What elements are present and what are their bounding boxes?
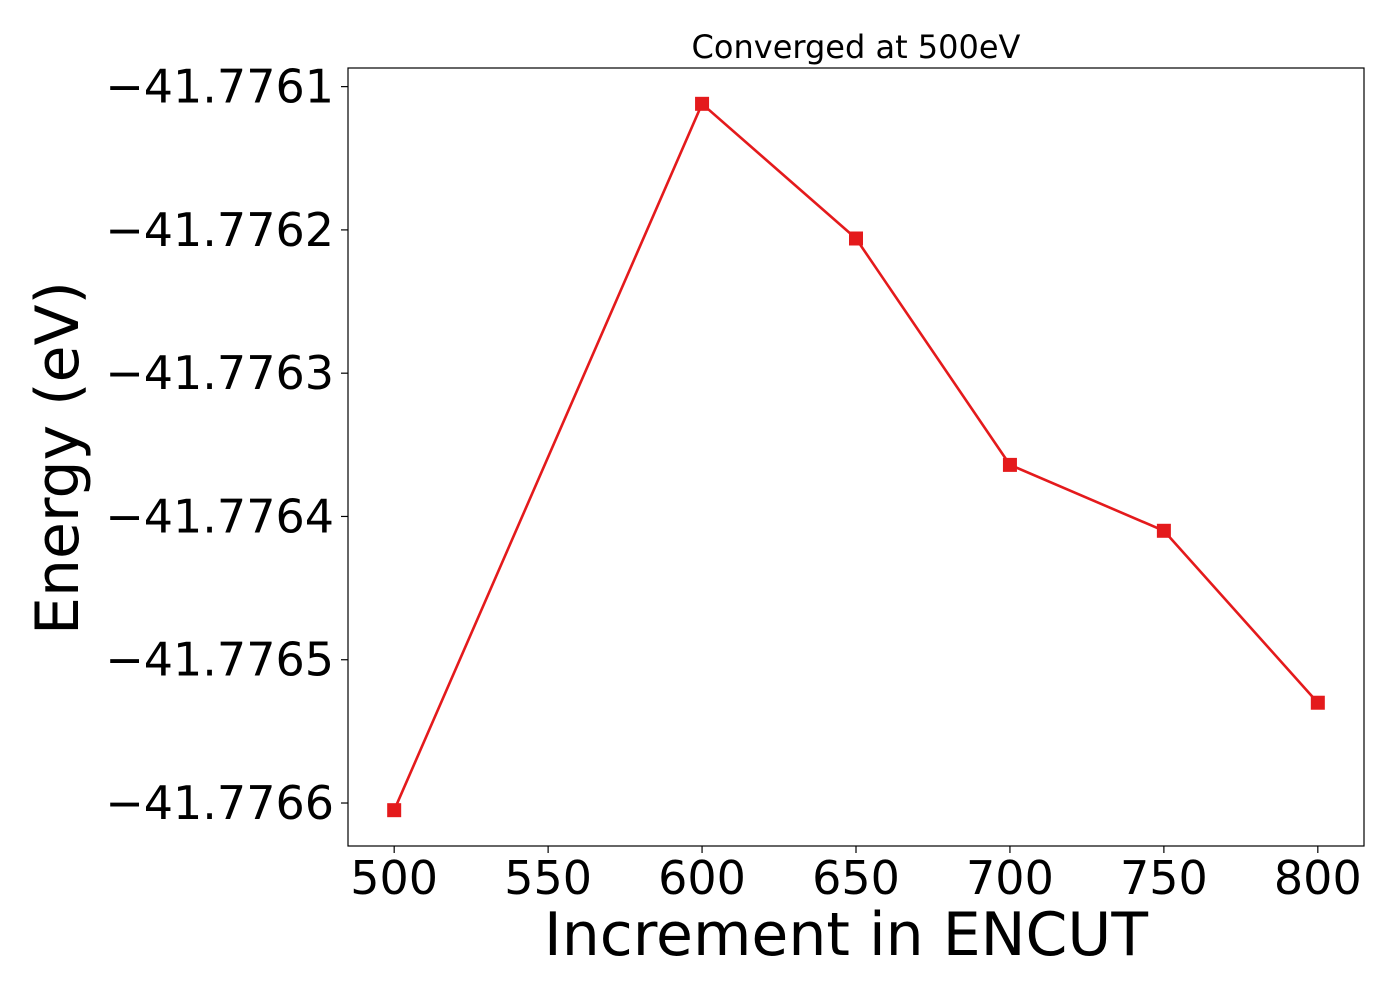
y-tick-label: −41.7764 xyxy=(105,489,334,543)
chart-title: Converged at 500eV xyxy=(692,28,1021,66)
y-axis-ticks: −41.7761 −41.7762 −41.7763 −41.7764 −41.7765… xyxy=(105,60,348,830)
data-point-marker xyxy=(849,231,863,246)
x-tick-label: 600 xyxy=(658,851,746,905)
data-point-marker xyxy=(1002,457,1017,472)
x-axis-title: Increment in ENCUT xyxy=(544,900,1148,970)
x-tick-label: 800 xyxy=(1274,851,1362,905)
y-axis-title: Energy (eV) xyxy=(23,281,93,635)
series-layer xyxy=(387,96,1325,818)
x-axis-ticks: 500 550 600 650 700 750 800 xyxy=(350,846,1362,905)
y-tick-label: −41.7762 xyxy=(105,203,334,257)
x-tick-label: 650 xyxy=(812,851,900,905)
x-tick-label: 550 xyxy=(504,851,592,905)
data-point-marker xyxy=(1156,523,1171,538)
y-tick-label: −41.7765 xyxy=(105,633,334,687)
x-tick-label: 750 xyxy=(1120,851,1208,905)
x-tick-label: 700 xyxy=(966,851,1054,905)
y-tick-label: −41.7766 xyxy=(105,776,334,830)
data-point-marker xyxy=(695,96,710,111)
data-point-marker xyxy=(1310,695,1325,710)
x-tick-label: 500 xyxy=(350,851,438,905)
series-line xyxy=(392,102,1319,811)
plot-area-frame xyxy=(347,67,1365,847)
data-point-marker xyxy=(387,803,402,818)
y-tick-label: −41.7763 xyxy=(105,346,334,400)
y-tick-label: −41.7761 xyxy=(105,60,334,114)
